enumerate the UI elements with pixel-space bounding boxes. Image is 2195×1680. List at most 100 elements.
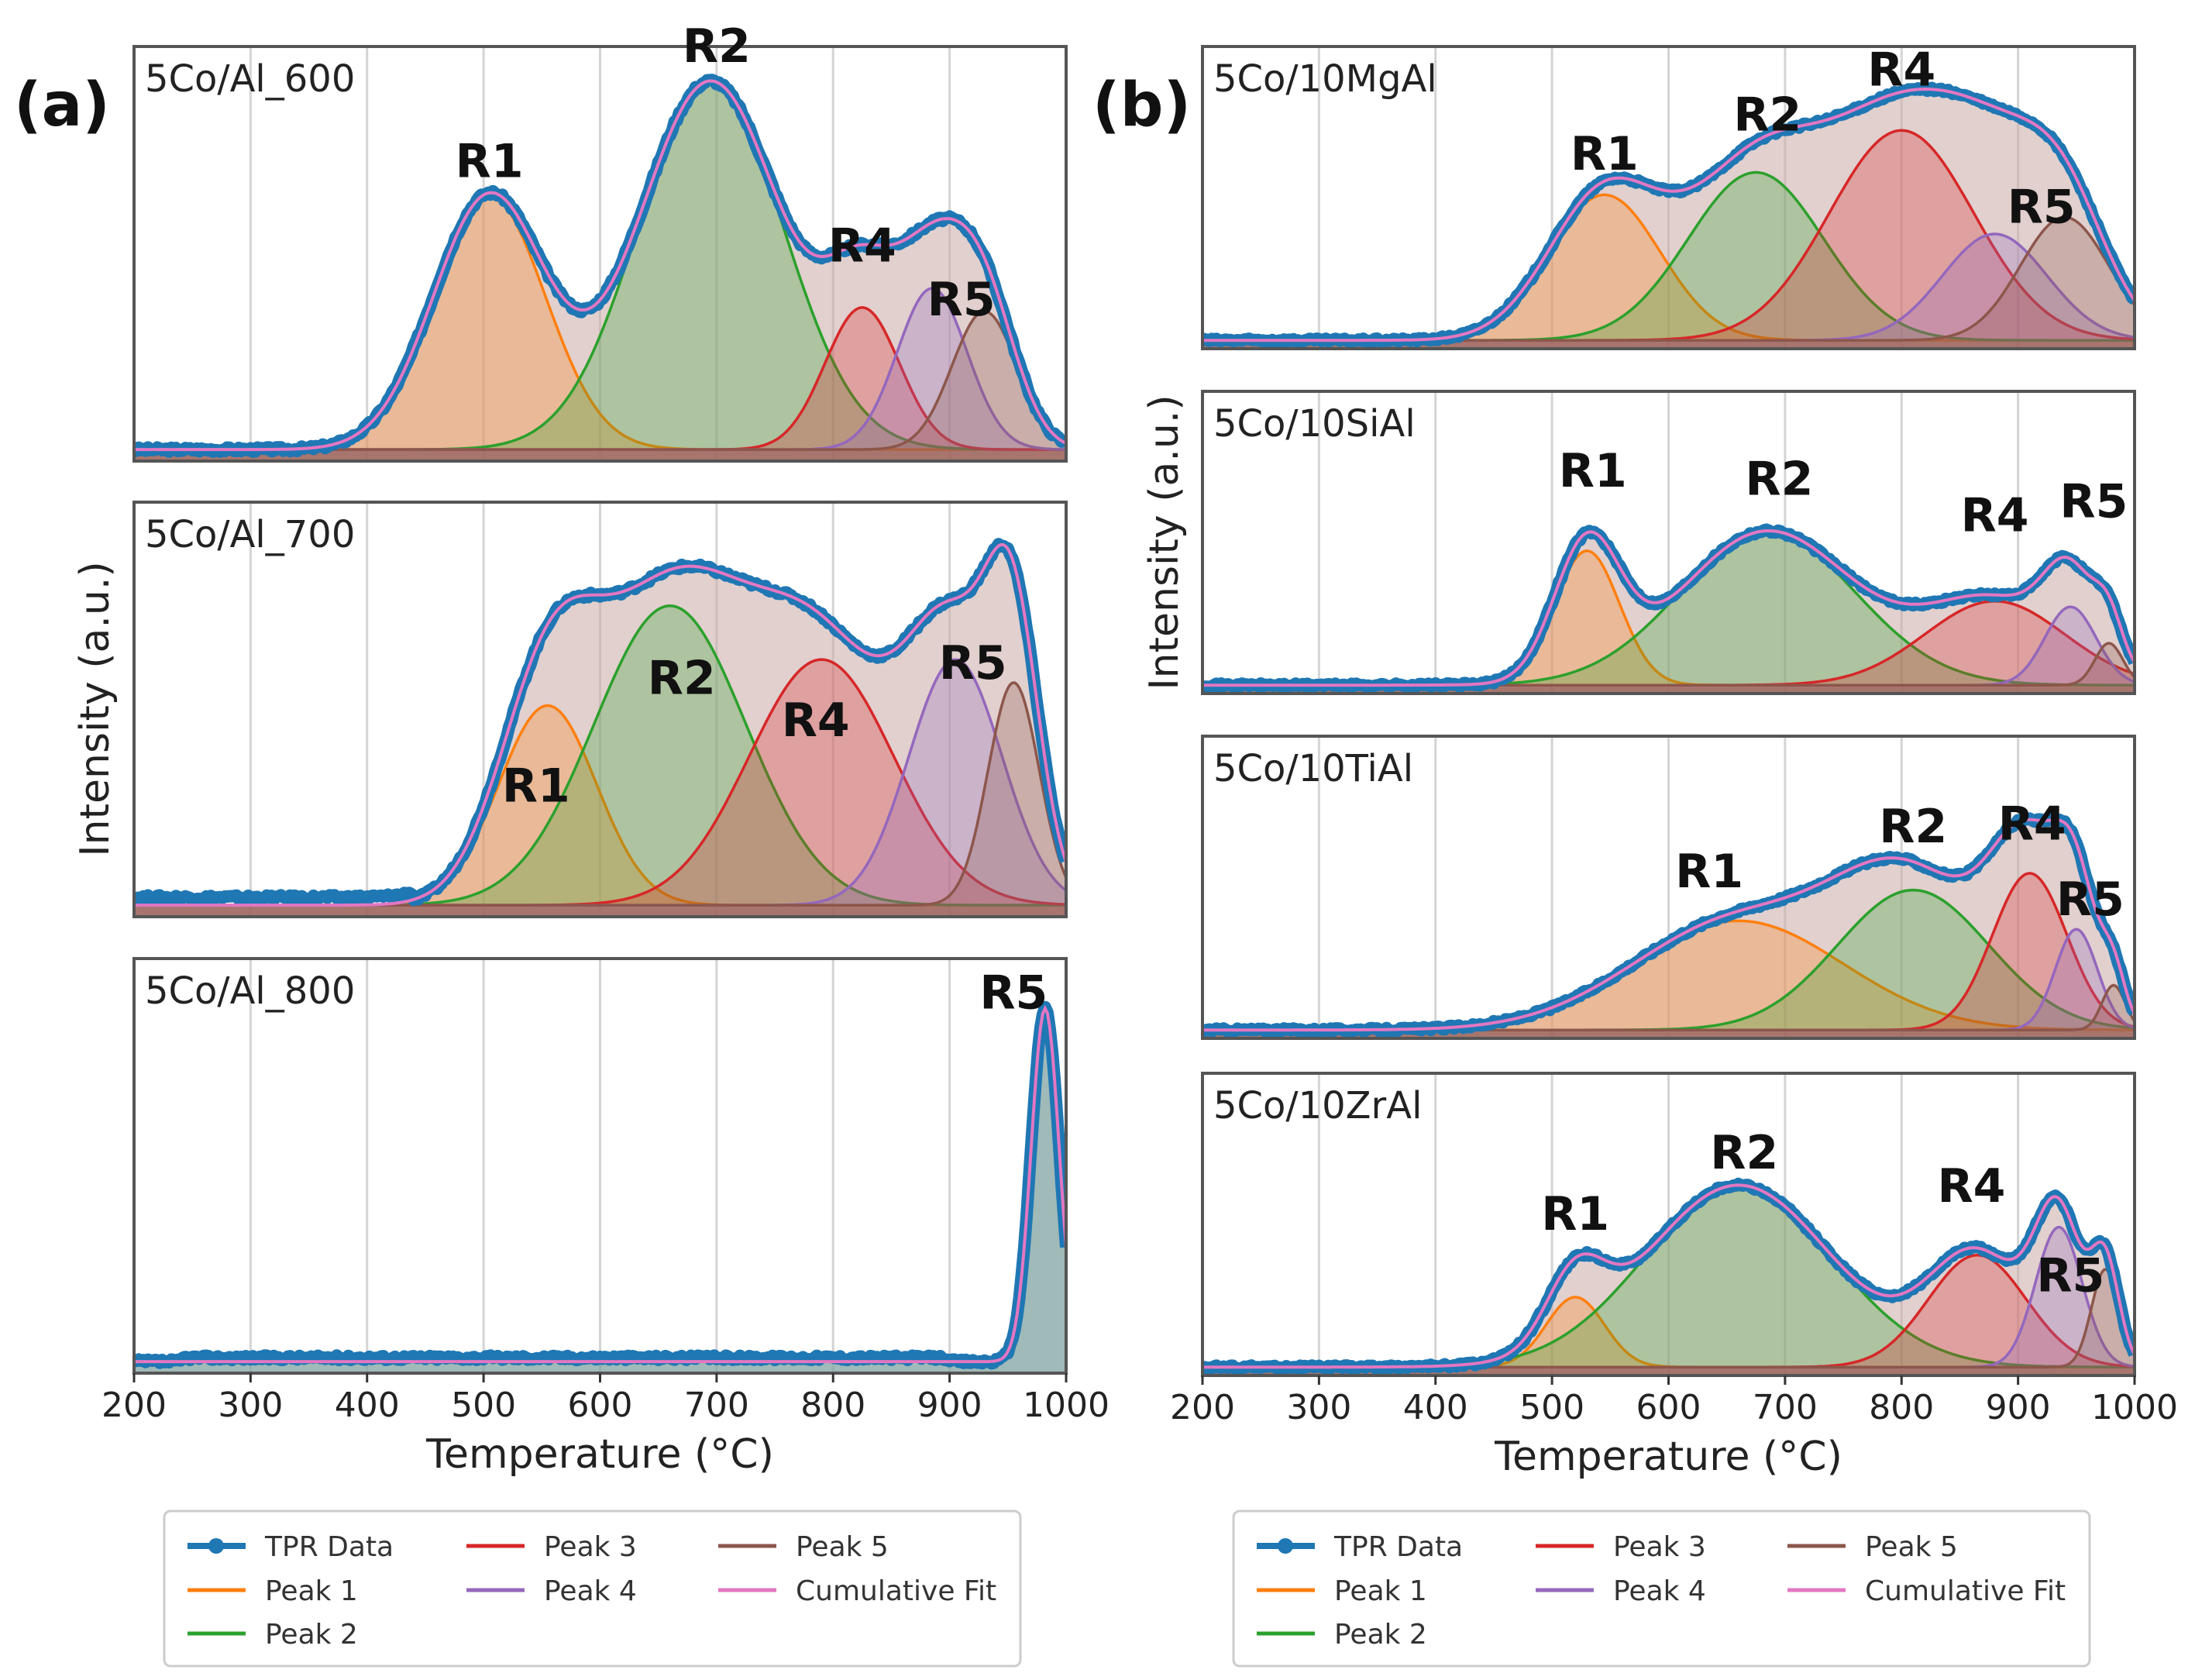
peak-3-area <box>1202 601 2135 694</box>
legend-entry-peak-5: Peak 5 <box>1865 1531 1958 1563</box>
x-tick-label: 400 <box>335 1386 400 1425</box>
x-tick-label: 500 <box>1519 1388 1584 1427</box>
region-label-r4: R4 <box>1937 1159 2005 1214</box>
cumulative-fit-line <box>1202 818 2135 1032</box>
legend-entry-cumulative-fit: Cumulative Fit <box>1865 1575 2066 1607</box>
legend-entry-peak-2: Peak 2 <box>265 1619 358 1651</box>
x-tick-label: 500 <box>451 1386 516 1425</box>
legend-entry-peak-5: Peak 5 <box>796 1531 889 1563</box>
x-tick-label: 300 <box>1286 1388 1351 1427</box>
peak-3-area <box>134 659 1066 917</box>
region-label-r5: R5 <box>927 273 996 327</box>
plot-area <box>134 1000 1066 1373</box>
legend-entry-peak-1: Peak 1 <box>265 1575 358 1607</box>
region-label-r5: R5 <box>2007 181 2076 235</box>
plot-5co-al-800: 5Co/Al_800 R5 200 300 400 500 600 700 800 900 1000… <box>101 957 1110 1478</box>
x-tick-label: 700 <box>684 1386 749 1425</box>
legend-panel-a: TPR Data Peak 1 Peak 2 Peak 3 Peak 4 Peak 5 Cu… <box>163 1510 1022 1668</box>
cumulative-fit-line <box>1202 1183 2135 1369</box>
plot-title: 5Co/10ZrAl <box>1213 1084 1422 1127</box>
peak-3-area <box>1202 130 2135 349</box>
x-tick-label: 300 <box>218 1386 283 1425</box>
region-label-r5: R5 <box>2059 475 2128 529</box>
peak-2-area <box>134 81 1066 461</box>
plot-frame <box>132 501 1068 918</box>
plot-frame <box>132 45 1068 463</box>
x-tick-label: 900 <box>1986 1388 2051 1427</box>
region-label-r1: R1 <box>502 759 570 813</box>
x-axis-label: Temperature (°C) <box>425 1431 774 1478</box>
x-tick-label: 200 <box>101 1386 167 1425</box>
x-tick-label: 600 <box>568 1386 633 1425</box>
peak-1-area <box>1202 921 2135 1038</box>
region-label-r1: R1 <box>456 134 524 188</box>
region-label-r1: R1 <box>1541 1187 1609 1241</box>
plot-title: 5Co/Al_700 <box>145 513 355 556</box>
region-label-r2: R2 <box>1879 800 1947 854</box>
plot-area <box>134 538 1066 917</box>
legend-entry-peak-3: Peak 3 <box>1613 1531 1706 1563</box>
peak-4-area <box>1202 1227 2135 1375</box>
envelope-area <box>1202 531 2135 694</box>
plot-5co-al-600: 5Co/Al_600 R1 R2 R4 R5 <box>132 19 1068 463</box>
peak-2-area <box>134 605 1066 917</box>
plot-frame <box>1201 45 2136 350</box>
legend-entry-cumulative-fit: Cumulative Fit <box>796 1575 996 1607</box>
region-label-r2: R2 <box>1710 1126 1778 1180</box>
y-axis-label: Intensity (a.u.) <box>1141 394 1188 690</box>
legend-entry-peak-2: Peak 2 <box>1334 1619 1427 1651</box>
cumulative-fit-line <box>1202 87 2135 343</box>
legend-entry-peak-4: Peak 4 <box>1613 1575 1706 1607</box>
peak-4-area <box>134 288 1066 461</box>
plot-title: 5Co/Al_600 <box>145 57 355 101</box>
x-tick-label: 400 <box>1403 1388 1468 1427</box>
region-label-r1: R1 <box>1559 444 1627 498</box>
peak-1-area <box>1202 195 2135 349</box>
region-label-r2: R2 <box>1733 88 1801 142</box>
region-label-r4: R4 <box>1961 489 2029 543</box>
panel-label-b: (b) <box>1092 71 1191 140</box>
peak-2-area <box>1202 531 2135 694</box>
region-label-r5: R5 <box>2056 873 2124 927</box>
region-label-r1: R1 <box>1675 845 1743 899</box>
envelope-area <box>1202 89 2135 349</box>
legend-box <box>163 1510 1022 1668</box>
x-tick-label: 800 <box>1869 1388 1934 1427</box>
legend-entry-tpr-data: TPR Data <box>264 1531 394 1563</box>
legend-entry-peak-4: Peak 4 <box>544 1575 637 1607</box>
plot-5co-al-700: 5Co/Al_700 R1 R2 R4 R5 Intensity (a.u.) <box>72 501 1068 918</box>
x-tick-label: 800 <box>800 1386 865 1425</box>
cumulative-fit-line <box>134 79 1066 452</box>
plot-frame <box>1201 390 2136 695</box>
legend-panel-b: TPR Data Peak 1 Peak 2 Peak 3 Peak 4 Peak 5 Cu… <box>1232 1510 2091 1668</box>
legend-entry-peak-1: Peak 1 <box>1334 1575 1427 1607</box>
x-tick-label: 1000 <box>2091 1388 2178 1427</box>
envelope-area <box>134 545 1066 917</box>
legend-marker <box>208 1538 224 1554</box>
plot-5co-10zral: 5Co/10ZrAl R1 R2 R4 R5 200 300 400 500 600 700 800 9… <box>1170 1072 2178 1480</box>
peak-4-area <box>134 659 1066 917</box>
plot-frame <box>1201 735 2136 1040</box>
x-tick-label: 900 <box>917 1386 982 1425</box>
peak-5-area <box>1202 217 2135 349</box>
peak-2-area <box>1202 172 2135 349</box>
region-label-r2: R2 <box>1745 453 1813 507</box>
plot-area <box>1202 1177 2135 1375</box>
peak-3-area <box>1202 873 2135 1038</box>
plot-5co-10sial: 5Co/10SiAl R1 R2 R4 R5 Intensity (a.u.) <box>1141 390 2136 695</box>
x-tick-label: 600 <box>1636 1388 1701 1427</box>
peak-2-area <box>1202 890 2135 1038</box>
peak-5-area <box>134 683 1066 917</box>
peak-3-area <box>1202 1255 2135 1375</box>
plot-area <box>1202 81 2135 349</box>
region-label-r4: R4 <box>782 694 850 748</box>
panel-label-a: (a) <box>14 71 110 140</box>
plot-title: 5Co/Al_800 <box>145 969 355 1013</box>
region-label-r2: R2 <box>648 652 716 706</box>
x-tick-label: 700 <box>1753 1388 1818 1427</box>
plot-title: 5Co/10TiAl <box>1213 747 1413 790</box>
plot-5co-10mgal: 5Co/10MgAl R1 R2 R4 R5 <box>1201 43 2136 350</box>
cumulative-fit-line <box>134 543 1066 907</box>
plot-5co-10tial: 5Co/10TiAl R1 R2 R4 R5 <box>1201 735 2136 1040</box>
